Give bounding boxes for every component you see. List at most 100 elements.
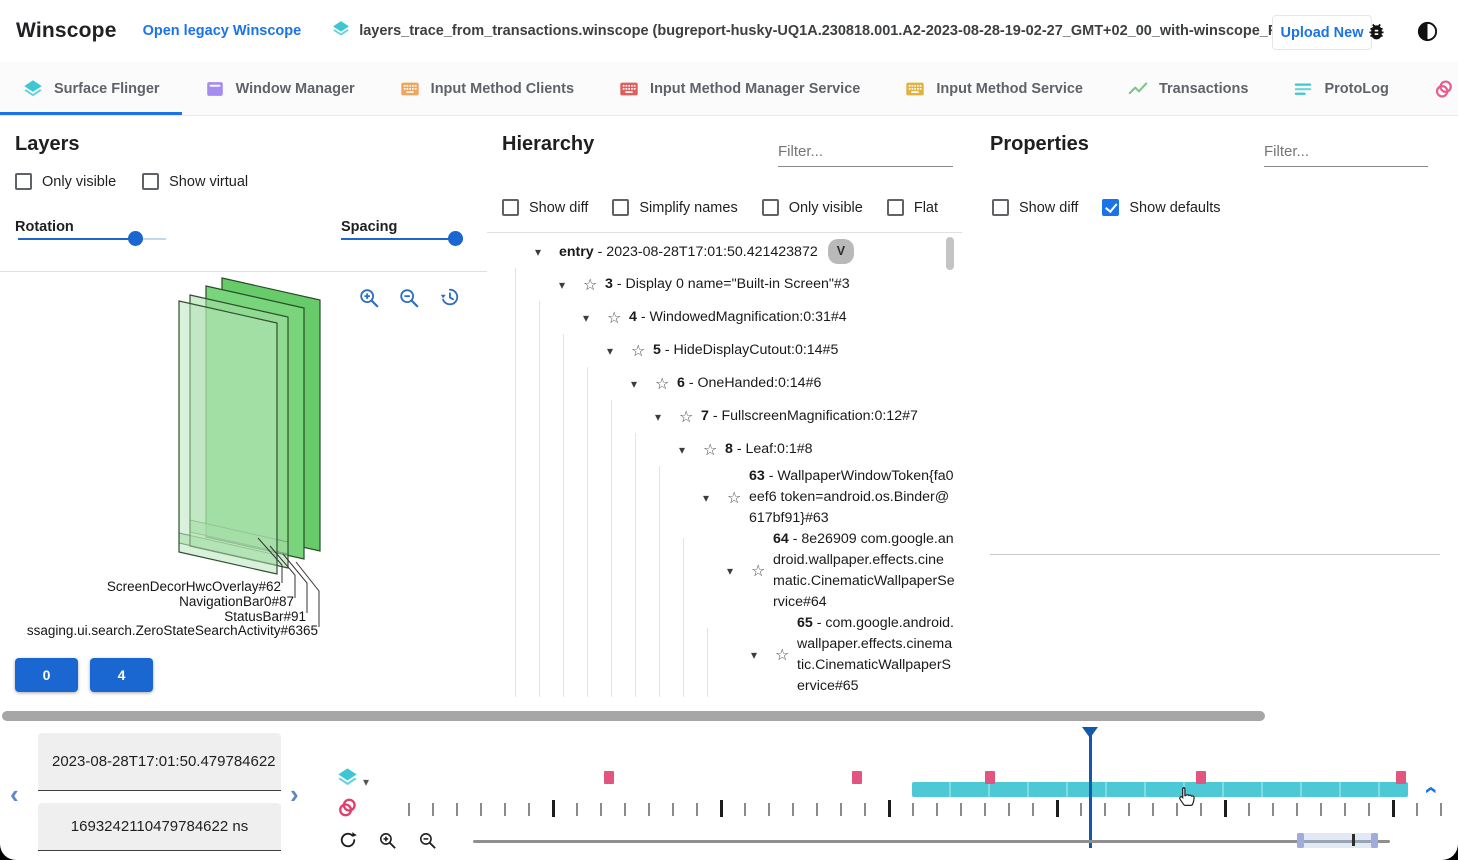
tree-row[interactable]: ▾ ☆ 64 - 8e26909 com.google.android.wallpa… [502, 529, 955, 613]
trace-dropdown-caret-icon[interactable]: ▾ [363, 775, 370, 789]
collapse-caret-icon[interactable]: ▾ [631, 376, 638, 391]
tab-input-method-manager-service[interactable]: Input Method Manager Service [596, 62, 882, 115]
tab-surface-flinger[interactable]: Surface Flinger [0, 62, 182, 115]
pin-star-icon[interactable]: ☆ [703, 441, 718, 459]
pin-star-icon[interactable]: ☆ [631, 342, 646, 360]
dark-mode-toggle-icon[interactable] [1416, 20, 1439, 43]
tree-row-label[interactable]: 7 - FullscreenMagnification:0:12#7 [701, 408, 918, 424]
collapse-caret-icon[interactable]: ▾ [607, 343, 614, 358]
zoom-in-icon[interactable] [358, 287, 380, 309]
pin-star-icon[interactable]: ☆ [607, 309, 622, 327]
range-handle-left[interactable] [1297, 833, 1304, 848]
collapse-caret-icon[interactable]: ▾ [583, 310, 590, 325]
prev-entry-chevron[interactable]: ‹ [10, 779, 19, 809]
timeline-zoom-in-icon[interactable] [378, 831, 397, 850]
transitions-trace-icon[interactable] [336, 796, 359, 819]
tree-row-entry[interactable]: ▾ entry - 2023-08-28T17:01:50.421423872 V [502, 235, 955, 268]
tree-row-label[interactable]: entry - 2023-08-28T17:01:50.421423872 V [559, 239, 855, 264]
spacing-slider[interactable] [341, 231, 463, 246]
pin-star-icon[interactable]: ☆ [751, 563, 766, 580]
tree-row[interactable]: ▾ ☆ 4 - WindowedMagnification:0:31#4 [502, 301, 955, 334]
rotation-slider[interactable] [18, 231, 166, 246]
tab-label: Window Manager [235, 80, 355, 97]
pin-star-icon[interactable]: ☆ [727, 489, 742, 507]
checkbox-show-virtual[interactable]: Show virtual [142, 173, 248, 190]
tree-row-label[interactable]: 64 - 8e26909 com.google.android.wallpape… [773, 531, 955, 610]
upload-new-button[interactable]: Upload New [1272, 15, 1372, 50]
expand-timeline-chevron[interactable]: › [1416, 786, 1443, 794]
hierarchy-filter-input[interactable] [778, 141, 953, 167]
transition-marker[interactable] [1196, 771, 1206, 784]
timeline-zoom-out-icon[interactable] [418, 831, 437, 850]
tree-row[interactable]: ▾ ☆ 63 - WallpaperWindowToken{fa0eef6 toke… [502, 466, 955, 529]
collapse-caret-icon[interactable]: ▾ [655, 409, 662, 424]
collapse-caret-icon[interactable]: ▾ [535, 244, 542, 259]
tab-window-manager[interactable]: Window Manager [182, 62, 377, 115]
checkbox-show-diff[interactable]: Show diff [502, 199, 588, 216]
transition-marker[interactable] [985, 771, 995, 784]
trace-coverage-bar[interactable] [912, 782, 1408, 797]
tab-transitions[interactable]: Transitions [1411, 62, 1458, 115]
checkbox-only-visible[interactable]: Only visible [15, 173, 116, 190]
tree-row[interactable]: ▾ ☆ 7 - FullscreenMagnification:0:12#7 [502, 400, 955, 433]
keyboard-icon [618, 78, 640, 100]
reset-view-history-icon[interactable] [438, 286, 460, 308]
tree-row[interactable]: ▾ ☆ 8 - Leaf:0:1#8 [502, 433, 955, 466]
checkbox-show-diff[interactable]: Show diff [992, 199, 1078, 216]
tab-protolog[interactable]: ProtoLog [1270, 62, 1410, 115]
timeline-range-selection[interactable] [1297, 833, 1378, 848]
timeline-range-track[interactable] [473, 840, 1390, 843]
next-entry-chevron[interactable]: › [290, 779, 299, 809]
hierarchy-scrollbar[interactable] [946, 237, 954, 270]
tree-row-label[interactable]: 8 - Leaf:0:1#8 [725, 441, 813, 457]
tree-row[interactable]: ▾ ☆ 65 - com.google.android.wallpaper.effe… [502, 613, 955, 697]
surface-flinger-trace-icon[interactable] [336, 766, 359, 789]
tree-row[interactable]: ▾ ☆ 3 - Display 0 name="Built-in Screen"#3 [502, 268, 955, 301]
collapse-caret-icon[interactable]: ▾ [559, 277, 566, 292]
pin-star-icon[interactable]: ☆ [775, 647, 790, 664]
checkbox-only-visible[interactable]: Only visible [761, 199, 863, 216]
tree-row-label[interactable]: 63 - WallpaperWindowToken{fa0eef6 token=… [749, 468, 954, 526]
checkbox-simplify-names[interactable]: Simplify names [612, 199, 738, 216]
transition-marker[interactable] [852, 771, 862, 784]
ruler-tick [1200, 803, 1202, 816]
tree-row-label[interactable]: 6 - OneHanded:0:14#6 [677, 375, 822, 391]
pin-star-icon[interactable]: ☆ [655, 375, 670, 393]
collapse-caret-icon[interactable]: ▾ [703, 490, 710, 505]
transition-marker[interactable] [604, 771, 614, 784]
file-name: layers_trace_from_transactions.winscope … [359, 23, 1285, 39]
report-bug-icon[interactable] [1366, 21, 1387, 42]
collapse-caret-icon[interactable]: ▾ [751, 648, 758, 662]
checkbox-show-defaults[interactable]: Show defaults [1102, 199, 1220, 216]
zoom-out-icon[interactable] [398, 287, 420, 309]
collapse-caret-icon[interactable]: ▾ [727, 564, 734, 578]
display-button-0[interactable]: 0 [15, 658, 78, 692]
timeline-cursor-line[interactable] [1088, 727, 1092, 848]
tree-row-label[interactable]: 4 - WindowedMagnification:0:31#4 [629, 309, 847, 325]
properties-filter-input[interactable] [1264, 141, 1428, 167]
tree-row-label[interactable]: 3 - Display 0 name="Built-in Screen"#3 [605, 276, 850, 292]
tree-row-label[interactable]: 5 - HideDisplayCutout:0:14#5 [653, 342, 839, 358]
tab-input-method-service[interactable]: Input Method Service [882, 62, 1105, 115]
refresh-icon[interactable] [338, 830, 358, 850]
tree-row-label[interactable]: 65 - com.google.android.wallpaper.effect… [797, 615, 954, 694]
rotation-slider-thumb[interactable] [128, 231, 143, 246]
transition-marker[interactable] [1396, 771, 1406, 784]
checkbox-box [886, 199, 904, 216]
display-button-4[interactable]: 4 [90, 658, 153, 692]
tab-transactions[interactable]: Transactions [1105, 62, 1270, 115]
tab-input-method-clients[interactable]: Input Method Clients [377, 62, 596, 115]
timestamp-human-field[interactable]: 2023-08-28T17:01:50.479784622 [38, 733, 281, 791]
collapse-caret-icon[interactable]: ▾ [679, 442, 686, 457]
tree-row[interactable]: ▾ ☆ 6 - OneHanded:0:14#6 [502, 367, 955, 400]
open-legacy-link[interactable]: Open legacy Winscope [142, 23, 302, 39]
pin-star-icon[interactable]: ☆ [583, 276, 598, 294]
timestamp-ns-field[interactable]: 1693242110479784622 ns [38, 803, 281, 851]
content-horizontal-scrollbar[interactable] [2, 711, 1265, 721]
spacing-slider-thumb[interactable] [448, 231, 463, 246]
layers-3d-view[interactable] [0, 270, 487, 630]
pin-star-icon[interactable]: ☆ [679, 408, 694, 426]
range-handle-right[interactable] [1371, 833, 1378, 848]
checkbox-flat[interactable]: Flat [886, 199, 938, 216]
tree-row[interactable]: ▾ ☆ 5 - HideDisplayCutout:0:14#5 [502, 334, 955, 367]
